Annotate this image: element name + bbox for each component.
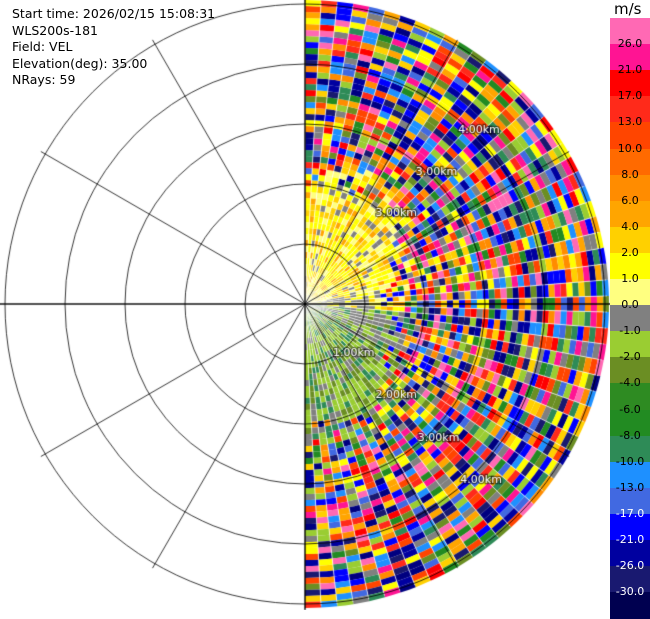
colorbar-segment [610,540,650,567]
colorbar-tick-label: 17.0 [617,89,643,103]
colorbar-tick-label: -6.0 [619,402,641,416]
colorbar-tick-label: -8.0 [619,428,641,442]
colorbar-segment [610,148,650,176]
colorbar-tick-label: -21.0 [615,533,645,546]
radar-ppi-display [0,0,610,610]
colorbar-tick-label: -4.0 [619,376,641,390]
colorbar-segment [610,513,650,541]
instrument-name: WLS200s-181 [12,22,98,38]
colorbar-tick-label: -1.0 [619,324,641,338]
colorbar-segment [610,174,650,202]
colorbar-segment [610,331,650,359]
colorbar-tick-label: -17.0 [615,506,645,520]
field-text: Field: VEL [12,39,73,54]
colorbar-tick-label: 21.0 [617,63,643,77]
colorbar-tick-label: 8.0 [621,167,639,181]
colorbar-tick-label: -13.0 [615,480,645,494]
colorbar-tick-label: 0.0 [621,298,639,312]
colorbar-segment [610,487,650,515]
colorbar-tick-label: 10.0 [617,141,643,155]
colorbar-segment [610,357,650,385]
colorbar-tick-label: -2.0 [619,350,641,364]
colorbar-segment [610,252,650,280]
colorbar-segment [610,96,650,124]
colorbar-tick-label: 6.0 [621,193,639,207]
colorbar-segment [610,122,650,150]
colorbar-tick-label: 26.0 [617,37,643,51]
colorbar-segment [610,461,650,489]
colorbar-segment [610,279,650,306]
colorbar-unit: m/s [614,0,642,18]
start-time-text: Start time: 2026/02/15 15:08:31 [12,6,216,21]
elevation-text: Elevation(deg): 35.00 [12,55,148,71]
colorbar-segment [610,435,650,463]
colorbar-segment [610,18,650,45]
colorbar-segment [610,566,650,594]
colorbar-tick-label: 2.0 [621,245,639,259]
colorbar-tick-label: -30.0 [615,585,645,599]
colorbar-segment [610,200,650,228]
nrays-text: NRays: 59 [12,72,76,87]
colorbar-tick-label: -10.0 [615,454,645,468]
colorbar-tick-label: -26.0 [615,559,645,573]
colorbar-segment [610,383,650,411]
colorbar-segment [610,226,650,254]
scan-info-panel: Start time: 2026/02/15 15:08:31 WLS200s-… [12,6,215,89]
colorbar-tick-label: 4.0 [621,219,639,233]
colorbar-tick-label: 1.0 [621,272,639,285]
colorbar-segment [610,70,650,98]
colorbar-segment [610,409,650,437]
colorbar-tick-label: 13.0 [617,115,643,129]
colorbar-segment [610,44,650,72]
colorbar-segment [610,305,650,333]
